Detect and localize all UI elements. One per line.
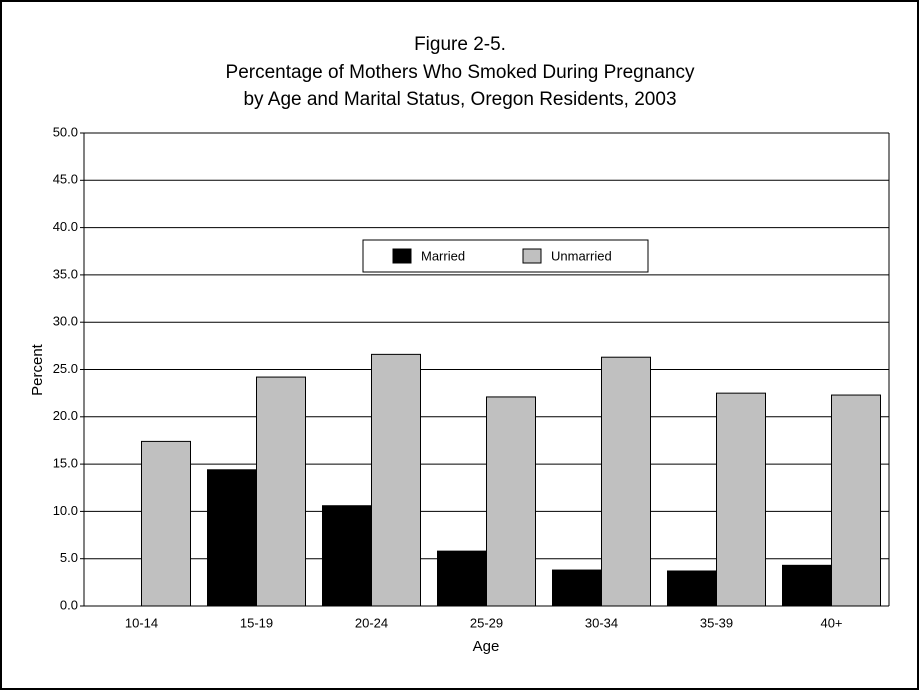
x-tick-label: 30-34 [585, 615, 618, 630]
bar [552, 569, 602, 607]
y-tick-label: 15.0 [53, 456, 78, 471]
y-tick-label: 20.0 [53, 408, 78, 423]
bar [601, 356, 651, 607]
y-tick-label: 30.0 [53, 314, 78, 329]
y-axis-label: Percent [29, 343, 46, 396]
y-tick-label: 45.0 [53, 172, 78, 187]
bar [207, 469, 257, 607]
bar [831, 394, 881, 607]
chart-title: Percentage of Mothers Who Smoked During … [226, 62, 695, 83]
bar [322, 505, 372, 607]
bar [716, 392, 766, 607]
legend-label: Unmarried [551, 248, 612, 263]
legend-label: Married [421, 248, 465, 263]
bar [141, 440, 191, 607]
x-tick-label: 35-39 [700, 615, 733, 630]
chart-title: by Age and Marital Status, Oregon Reside… [243, 89, 676, 110]
y-tick-label: 40.0 [53, 219, 78, 234]
x-tick-label: 20-24 [355, 615, 388, 630]
x-tick-label: 40+ [820, 615, 842, 630]
bar [256, 376, 306, 607]
bar [371, 353, 421, 607]
y-tick-label: 50.0 [53, 124, 78, 139]
x-tick-label: 10-14 [125, 615, 158, 630]
y-tick-label: 0.0 [60, 597, 78, 612]
x-tick-label: 15-19 [240, 615, 273, 630]
bar [667, 570, 717, 607]
x-axis-label: Age [473, 638, 500, 655]
y-tick-label: 5.0 [60, 550, 78, 565]
bar [486, 396, 536, 607]
y-tick-label: 25.0 [53, 361, 78, 376]
legend-swatch [522, 248, 542, 264]
x-tick-label: 25-29 [470, 615, 503, 630]
legend-swatch [392, 248, 412, 264]
y-tick-label: 35.0 [53, 266, 78, 281]
y-tick-label: 10.0 [53, 503, 78, 518]
bar [782, 564, 832, 607]
bar [437, 550, 487, 607]
chart-title: Figure 2-5. [414, 34, 506, 55]
